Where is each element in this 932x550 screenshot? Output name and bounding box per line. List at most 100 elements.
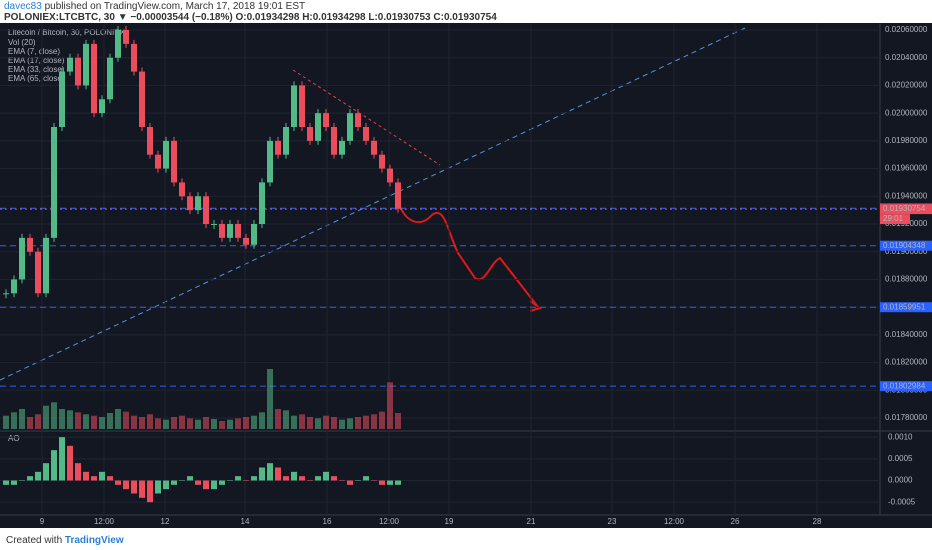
- ao-bar: [283, 476, 289, 481]
- brand[interactable]: TradingView: [64, 535, 124, 546]
- ao-bar: [219, 480, 225, 485]
- candle: [107, 57, 113, 100]
- candle: [275, 140, 281, 155]
- y-tick-label: 0.01900000: [885, 247, 928, 256]
- ao-bar: [243, 480, 249, 481]
- indicator-label: EMA (7, close): [8, 47, 60, 56]
- x-tick-label: 16: [323, 517, 332, 526]
- candle: [35, 251, 41, 294]
- candle: [331, 127, 337, 155]
- candle: [131, 43, 137, 72]
- ao-tick-label: -0.0005: [888, 497, 916, 506]
- ao-bar: [187, 476, 193, 481]
- candle: [387, 168, 393, 183]
- volume-bar: [211, 419, 217, 429]
- volume-bar: [291, 415, 297, 429]
- y-tick-label: 0.01820000: [885, 358, 928, 367]
- volume-bar: [395, 413, 401, 429]
- ao-bar: [211, 480, 217, 490]
- ao-bar: [3, 480, 9, 485]
- author[interactable]: davec83: [4, 1, 42, 12]
- candle: [299, 85, 305, 127]
- candle: [27, 237, 33, 252]
- volume-bar: [179, 415, 185, 429]
- y-tick-label: 0.01960000: [885, 164, 928, 173]
- volume-bar: [307, 417, 313, 429]
- candle: [195, 196, 201, 211]
- volume-bar: [43, 405, 49, 429]
- volume-bar: [147, 414, 153, 429]
- ao-bar: [251, 476, 257, 481]
- ao-bar: [43, 463, 49, 481]
- indicator-label: EMA (65, close): [8, 74, 65, 83]
- y-tick-label: 0.01840000: [885, 330, 928, 339]
- candle: [67, 57, 73, 72]
- volume-bar: [67, 410, 73, 429]
- indicator-label: Vol (20): [8, 38, 36, 47]
- volume-bar: [27, 417, 33, 429]
- footer: Created with TradingView: [6, 535, 124, 546]
- volume-bar: [3, 415, 9, 429]
- ao-title: AO: [8, 434, 20, 443]
- x-tick-label: 12:00: [94, 517, 115, 526]
- candle: [51, 127, 57, 238]
- volume-bar: [283, 410, 289, 429]
- volume-bar: [131, 415, 137, 429]
- candle: [171, 140, 177, 183]
- price-tag-label: 0.01930754: [883, 204, 926, 213]
- ao-bar: [267, 463, 273, 481]
- ao-bar: [99, 471, 105, 481]
- volume-bar: [123, 411, 129, 429]
- volume-bar: [107, 413, 113, 429]
- volume-bar: [259, 412, 265, 429]
- chart: Litecoin / Bitcoin, 30, POLONIEX AO Vol …: [0, 23, 932, 528]
- candle: [267, 140, 273, 183]
- candle: [259, 182, 265, 224]
- volume-bar: [379, 411, 385, 429]
- candle: [243, 237, 249, 245]
- ao-bar: [35, 471, 41, 481]
- x-tick-label: 14: [241, 517, 250, 526]
- y-tick-label: 0.02040000: [885, 53, 928, 62]
- volume-bar: [163, 419, 169, 429]
- volume-bar: [371, 414, 377, 429]
- volume-bar: [251, 415, 257, 429]
- y-tick-label: 0.01980000: [885, 136, 928, 145]
- candle: [163, 140, 169, 169]
- volume-bar: [83, 414, 89, 429]
- trend-line: [0, 27, 746, 381]
- candle: [355, 113, 361, 127]
- ao-bar: [123, 480, 129, 490]
- candle: [227, 224, 233, 238]
- ao-bar: [203, 480, 209, 490]
- candle: [379, 154, 385, 169]
- volume-bar: [227, 419, 233, 429]
- candle: [19, 237, 25, 280]
- candle: [187, 196, 193, 211]
- candle: [371, 140, 377, 155]
- ao-bar: [139, 480, 145, 498]
- indicator-label: EMA (17, close): [8, 56, 65, 65]
- ao-bar: [355, 480, 361, 481]
- ao-tick-label: 0.0010: [888, 432, 913, 441]
- volume-bar: [187, 418, 193, 429]
- ao-bar: [51, 450, 57, 481]
- volume-bar: [331, 417, 337, 429]
- volume-bar: [243, 417, 249, 429]
- y-tick-label: 0.02000000: [885, 108, 928, 117]
- candle: [283, 127, 289, 155]
- candle: [219, 224, 225, 238]
- x-tick-label: 26: [731, 517, 740, 526]
- volume-bar: [203, 417, 209, 429]
- candle: [315, 113, 321, 141]
- volume-bar: [115, 409, 121, 429]
- ao-bar: [19, 480, 25, 481]
- ao-tick-label: 0.0000: [888, 476, 913, 485]
- header: davec83 published on TradingView.com, Ma…: [4, 1, 305, 12]
- candle: [179, 182, 185, 197]
- volume-bar: [139, 417, 145, 429]
- volume-bar: [267, 369, 273, 429]
- countdown-tag: [880, 214, 910, 225]
- ao-bar: [27, 476, 33, 481]
- volume-bar: [315, 418, 321, 429]
